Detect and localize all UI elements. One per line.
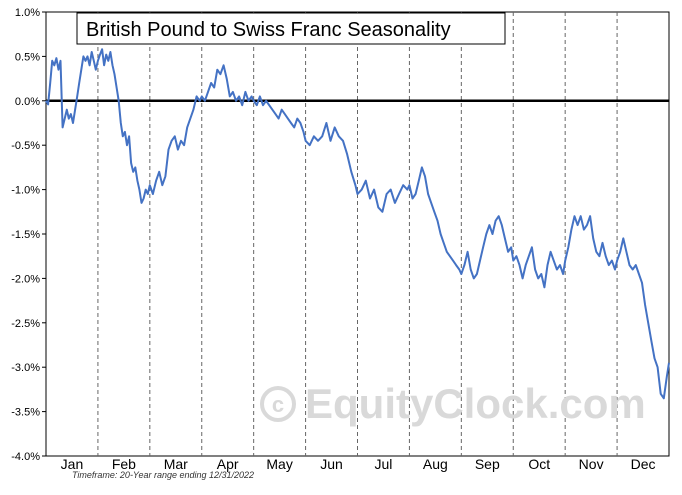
chart-title: British Pound to Swiss Franc Seasonality [86, 19, 451, 41]
watermark-text: EquityClock.com [305, 380, 646, 427]
month-label-feb: Feb [112, 456, 136, 472]
month-label-mar: Mar [164, 456, 188, 472]
month-label-nov: Nov [579, 456, 604, 472]
title-border [76, 12, 506, 45]
watermark: c EquityClock.com [260, 380, 646, 427]
watermark-copyright-circle [260, 386, 296, 422]
month-label-dec: Dec [631, 456, 656, 472]
month-label-jan: Jan [61, 456, 84, 472]
month-label-jul: Jul [375, 456, 393, 472]
y-tick-label: -2.5% [11, 318, 40, 330]
y-tick-label: -4.0% [11, 451, 40, 463]
y-tick-label: -1.5% [11, 229, 40, 241]
month-label-may: May [266, 456, 292, 472]
month-label-apr: Apr [217, 456, 239, 472]
y-tick-label: -1.0% [11, 185, 40, 197]
month-label-sep: Sep [475, 456, 500, 472]
y-tick-label: -2.0% [11, 273, 40, 285]
grid-layer [45, 11, 670, 457]
chart-footnote: Timeframe: 20-Year range ending 12/31/20… [72, 470, 254, 480]
series-line-0 [45, 48, 670, 400]
month-label-oct: Oct [528, 456, 550, 472]
y-tick-label: -0.5% [11, 140, 40, 152]
y-tick-label: -3.0% [11, 362, 40, 374]
y-tick-label: 1.0% [15, 7, 40, 19]
month-label-aug: Aug [423, 456, 448, 472]
month-label-jun: Jun [320, 456, 343, 472]
title-box: British Pound to Swiss Franc Seasonality [76, 12, 506, 45]
y-tick-label: 0.5% [15, 51, 40, 63]
y-tick-label: -3.5% [11, 407, 40, 419]
series-layer [45, 48, 670, 400]
watermark-copyright-glyph: c [272, 392, 284, 417]
axis-layer: Jan Feb Mar Apr May Jun Jul Aug Sep Oct Nov Dec 1.0%… [11, 7, 655, 472]
y-tick-label: 0.0% [15, 96, 40, 108]
